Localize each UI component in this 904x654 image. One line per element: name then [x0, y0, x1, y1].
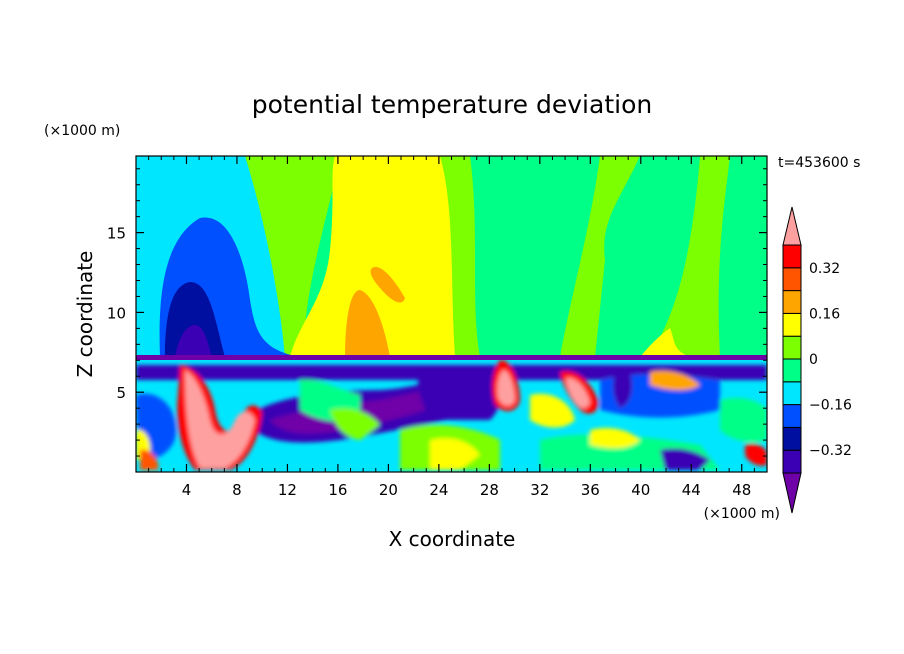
- colorbar-label: 0: [809, 352, 818, 368]
- x-tick-label: 28: [480, 481, 499, 499]
- y-tick-label: 5: [116, 384, 126, 402]
- colorbar-label: −0.16: [809, 398, 852, 414]
- x-tick-label: 32: [530, 481, 549, 499]
- y-unit-label: (×1000 m): [44, 123, 120, 139]
- chart-title: potential temperature deviation: [252, 90, 652, 119]
- colorbar-swatch: [782, 381, 802, 406]
- x-tick-label: 4: [182, 481, 192, 499]
- y-tick-label: 10: [107, 304, 126, 322]
- colorbar-label: 0.16: [809, 306, 840, 322]
- colorbar-swatch: [782, 290, 802, 314]
- field-inversion-line: [136, 355, 767, 360]
- field-lightgreen-right: [440, 156, 480, 357]
- colorbar-swatch: [782, 426, 802, 451]
- colorbar-extend-high: [782, 206, 802, 246]
- field-lower-blobs: [136, 359, 767, 470]
- field-lightgreen-farright: [560, 156, 640, 357]
- colorbar-swatch: [782, 358, 802, 383]
- field-orange-blob: [370, 266, 405, 303]
- x-axis-title: X coordinate: [389, 527, 516, 551]
- contour-field: [136, 156, 767, 472]
- colorbar-swatch: [782, 335, 802, 360]
- x-tick-label: 44: [682, 481, 701, 499]
- y-axis: 5 10 15: [107, 168, 767, 457]
- x-tick-label: 40: [631, 481, 650, 499]
- time-label: t=453600 s: [778, 155, 860, 171]
- colorbar-swatch: [782, 449, 802, 474]
- field-orange-mid: [345, 290, 390, 357]
- colorbar-swatch: [782, 244, 802, 269]
- field-navy-left: [165, 282, 225, 357]
- colorbar-label: 0.32: [809, 261, 840, 277]
- x-unit-label: (×1000 m): [704, 506, 780, 522]
- field-lightgreen-mid: [245, 156, 340, 357]
- x-tick-label: 12: [278, 481, 297, 499]
- x-tick-label: 20: [379, 481, 398, 499]
- field-yellow-mid: [290, 156, 460, 357]
- colorbar-extend-low: [782, 472, 802, 514]
- x-tick-label: 8: [232, 481, 242, 499]
- colorbar-label: −0.32: [809, 443, 852, 459]
- x-tick-label: 36: [581, 481, 600, 499]
- x-tick-label: 16: [328, 481, 347, 499]
- colorbar-swatch: [782, 404, 802, 428]
- field-violet-left: [175, 325, 212, 357]
- colorbar-swatch: [782, 312, 802, 337]
- x-tick-label: 48: [732, 481, 751, 499]
- colorbar-swatch: [782, 267, 802, 292]
- y-tick-label: 15: [107, 225, 126, 243]
- x-axis: 4 8 12 16 20 24 28 32 36 40 44 48: [148, 156, 755, 499]
- y-axis-title: Z coordinate: [73, 251, 97, 378]
- field-yellow-right: [640, 328, 690, 357]
- colorbar: 0.32 0.16 0 −0.16 −0.32: [782, 206, 852, 514]
- field-lightgreen-edge: [650, 156, 730, 357]
- x-tick-label: 24: [429, 481, 448, 499]
